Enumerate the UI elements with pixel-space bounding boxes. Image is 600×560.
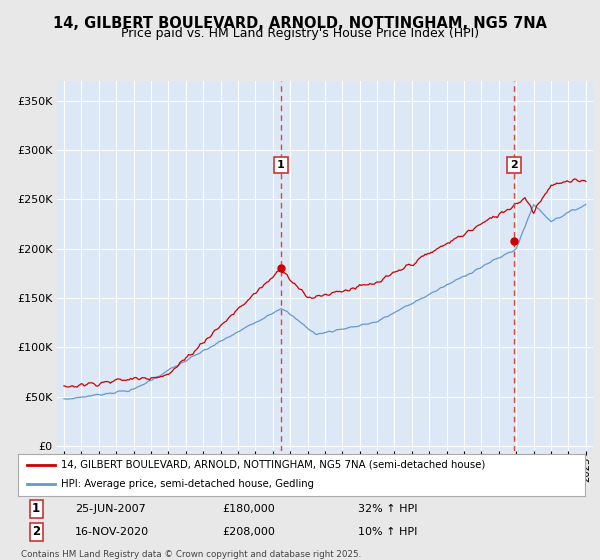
Text: 14, GILBERT BOULEVARD, ARNOLD, NOTTINGHAM, NG5 7NA: 14, GILBERT BOULEVARD, ARNOLD, NOTTINGHA… — [53, 16, 547, 31]
Text: 16-NOV-2020: 16-NOV-2020 — [75, 527, 149, 536]
Text: 25-JUN-2007: 25-JUN-2007 — [75, 504, 145, 514]
Text: HPI: Average price, semi-detached house, Gedling: HPI: Average price, semi-detached house,… — [61, 479, 314, 489]
Text: Contains HM Land Registry data © Crown copyright and database right 2025.
This d: Contains HM Land Registry data © Crown c… — [21, 550, 361, 560]
Text: 2: 2 — [32, 525, 40, 538]
Text: £180,000: £180,000 — [222, 504, 275, 514]
Text: £208,000: £208,000 — [222, 527, 275, 536]
Text: 2: 2 — [510, 160, 518, 170]
Text: Price paid vs. HM Land Registry's House Price Index (HPI): Price paid vs. HM Land Registry's House … — [121, 27, 479, 40]
Text: 1: 1 — [277, 160, 285, 170]
Text: 32% ↑ HPI: 32% ↑ HPI — [358, 504, 418, 514]
Text: 10% ↑ HPI: 10% ↑ HPI — [358, 527, 418, 536]
Text: 14, GILBERT BOULEVARD, ARNOLD, NOTTINGHAM, NG5 7NA (semi-detached house): 14, GILBERT BOULEVARD, ARNOLD, NOTTINGHA… — [61, 460, 485, 470]
Text: 1: 1 — [32, 502, 40, 515]
